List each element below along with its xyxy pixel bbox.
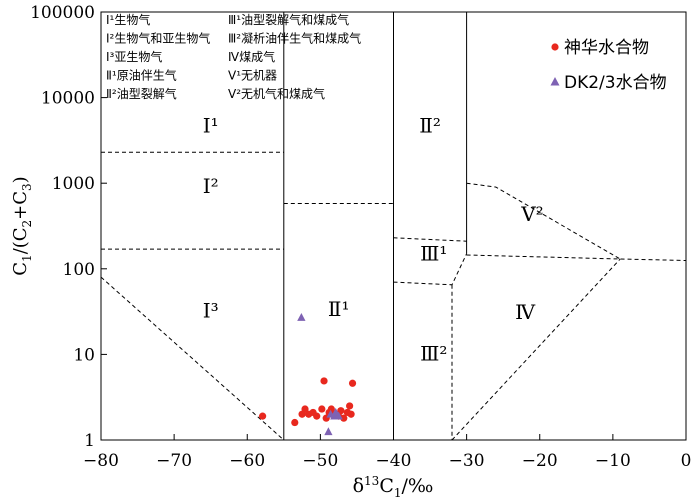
- boundary-dashed: [100, 276, 285, 441]
- x-tick-label: −80: [83, 451, 119, 471]
- legend-marker: [550, 77, 560, 86]
- y-tick-label: 1000: [52, 174, 95, 194]
- region-label: Ⅳ: [515, 300, 536, 324]
- x-tick-label: −30: [449, 451, 485, 471]
- key-entry: Ⅱ¹原油伴生气: [106, 68, 177, 83]
- boundary-dashed: [466, 182, 621, 260]
- region-label: Ⅲ¹: [420, 242, 447, 266]
- y-axis-title: C1​/(C2​+C3​): [10, 176, 34, 275]
- y-tick-label: 10000: [41, 89, 95, 109]
- region-boundaries: [100, 12, 687, 441]
- data-point: [301, 405, 309, 413]
- y-tick-label: 100000: [30, 3, 95, 23]
- key-entry: Ⅲ¹油型裂解气和煤成气: [228, 12, 349, 27]
- data-point: [297, 313, 306, 321]
- y-axis-label: C1​/(C2​+C3​): [10, 176, 34, 275]
- x-axis-title: δ13​C1​/‰: [353, 474, 434, 500]
- legend-label: DK2/3水合物: [564, 73, 667, 93]
- data-point: [318, 405, 326, 413]
- x-tick-label: −20: [522, 451, 558, 471]
- x-tick-label: −70: [156, 451, 192, 471]
- y-tick-label: 10: [73, 345, 95, 365]
- boundary-dashed: [393, 237, 467, 242]
- y-tick-label: 100: [63, 260, 95, 280]
- region-label: Ⅱ¹: [328, 297, 350, 321]
- key-entry: Ⅲ²凝析油伴生气和煤成气: [228, 31, 361, 46]
- key-entry: Ⅴ¹无机器: [228, 69, 277, 83]
- data-point: [324, 427, 333, 436]
- x-tick-label: −10: [595, 451, 631, 471]
- classification-key: Ⅰ¹生物气 Ⅰ²生物气和亚生物气 Ⅰ³亚生物气 Ⅱ¹原油伴生气 Ⅱ²油型裂解气 Ⅲ¹油型裂…: [106, 12, 361, 101]
- data-point: [259, 412, 267, 420]
- region-label: Ⅲ²: [420, 341, 447, 365]
- key-entry: Ⅴ²无机气和煤成气: [228, 86, 325, 101]
- axes: −80 −70 −60 −50 −40 −30 −20 −10 0 1 10 100 1000 10000…: [30, 3, 691, 471]
- x-tick-label: −40: [376, 451, 412, 471]
- legend-label: 神华水合物: [564, 38, 649, 58]
- data-point: [347, 410, 355, 418]
- region-label: Ⅰ¹: [203, 114, 219, 138]
- key-entry: Ⅳ煤成气: [228, 49, 275, 64]
- y-tick-label: 1: [84, 431, 95, 451]
- legend: 神华水合物 DK2/3水合物: [550, 38, 667, 93]
- key-entry: Ⅱ²油型裂解气: [106, 86, 177, 101]
- x-tick-label: −60: [229, 451, 265, 471]
- region-label: Ⅰ³: [203, 298, 219, 322]
- data-point: [334, 411, 343, 420]
- x-tick-label: 0: [681, 451, 692, 471]
- data-point: [346, 402, 354, 410]
- data-point: [313, 412, 321, 420]
- data-point: [348, 379, 357, 387]
- region-label: Ⅰ²: [203, 174, 219, 198]
- boundary-dashed: [466, 254, 687, 261]
- data-point: [320, 377, 328, 385]
- data-point: [340, 414, 348, 422]
- key-entry: Ⅰ³亚生物气: [106, 49, 162, 64]
- key-entry: Ⅰ¹生物气: [106, 12, 150, 27]
- boundary-dashed: [451, 258, 621, 441]
- region-labels: Ⅰ¹ Ⅰ² Ⅰ³ Ⅱ¹ Ⅱ² Ⅲ¹ Ⅲ² Ⅳ Ⅴ²: [203, 114, 544, 366]
- legend-marker: [551, 43, 559, 51]
- x-tick-label: −50: [302, 451, 338, 471]
- region-label: Ⅴ²: [520, 202, 543, 226]
- data-points: [259, 313, 357, 436]
- x-axis-label: δ13​C1​/‰: [353, 474, 434, 500]
- data-point: [291, 418, 299, 427]
- key-entry: Ⅰ²生物气和亚生物气: [106, 31, 210, 46]
- region-label: Ⅱ²: [419, 114, 441, 138]
